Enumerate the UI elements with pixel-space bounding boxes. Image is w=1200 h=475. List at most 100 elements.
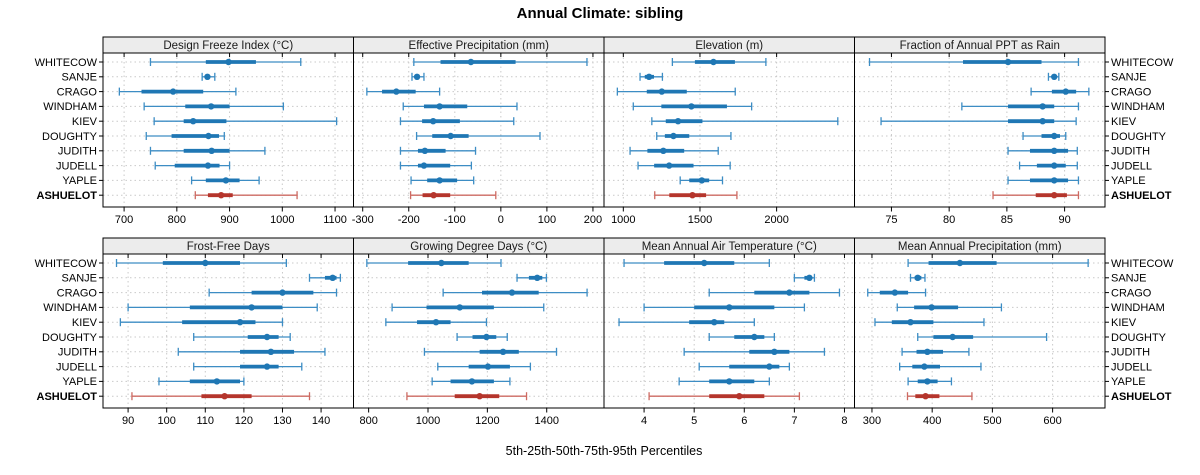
median-dot [202, 259, 209, 267]
median-dot [658, 88, 665, 95]
median-dot [208, 147, 215, 154]
median-dot [329, 274, 336, 281]
station-label-right: WHITECOW [1111, 57, 1174, 69]
panel-title: Elevation (m) [695, 40, 763, 52]
median-dot [279, 289, 286, 296]
median-dot [420, 162, 428, 169]
station-label-right: DOUGHTY [1111, 332, 1167, 344]
axis-tick-label: 1100 [323, 214, 347, 226]
median-dot [688, 103, 695, 110]
median-dot [432, 319, 440, 326]
station-label-right: JUDELL [1111, 160, 1152, 172]
station-label-right: WINDHAM [1111, 101, 1165, 113]
median-dot [786, 289, 793, 296]
median-dot [467, 58, 475, 66]
station-label-left: YAPLE [62, 175, 97, 187]
station-label-right: YAPLE [1111, 376, 1146, 388]
station-label-right: ASHUELOT [1111, 391, 1172, 403]
median-dot [921, 363, 928, 370]
axis-tick-label: 5 [691, 415, 697, 427]
axis-tick-label: 800 [168, 214, 186, 226]
panel-background [604, 254, 855, 408]
station-label-right: YAPLE [1111, 175, 1146, 187]
median-dot [726, 378, 733, 385]
axis-tick-label: 1200 [475, 415, 499, 427]
station-label-right: JUDITH [1111, 347, 1150, 359]
median-dot [204, 73, 211, 81]
median-dot [248, 304, 255, 311]
axis-tick-label: 0 [498, 214, 504, 226]
station-label-left: YAPLE [62, 376, 97, 388]
median-dot [674, 118, 682, 125]
median-dot [922, 393, 929, 400]
panel-title: Growing Degree Days (°C) [410, 241, 547, 253]
station-label-left: JUDITH [58, 146, 97, 158]
axis-tick-label: 100 [158, 415, 176, 427]
panel-background [353, 254, 604, 408]
station-label-left: KIEV [72, 317, 98, 329]
median-dot [1062, 88, 1069, 95]
median-dot [949, 333, 956, 341]
median-dot [771, 348, 778, 355]
panel-background [103, 53, 354, 207]
median-dot [1004, 58, 1012, 66]
median-dot [413, 73, 421, 81]
axis-tick-label: 1000 [270, 214, 294, 226]
median-dot [213, 378, 221, 385]
median-dot [660, 147, 667, 154]
axis-tick-label: 400 [923, 415, 941, 427]
station-label-right: KIEV [1111, 317, 1137, 329]
figure-title: Annual Climate: sibling [516, 5, 684, 22]
median-dot [263, 333, 271, 341]
panel-title: Mean Annual Precipitation (mm) [898, 241, 1062, 253]
axis-tick-label: 4 [641, 415, 647, 427]
median-dot [645, 73, 653, 81]
axis-tick-label: 300 [863, 415, 881, 427]
axis-tick-label: 130 [273, 415, 291, 427]
panel-background [103, 254, 354, 408]
median-dot [430, 192, 437, 199]
median-dot [263, 363, 271, 370]
median-dot [806, 274, 813, 281]
median-dot [665, 162, 673, 169]
station-label-left: DOUGHTY [42, 131, 98, 143]
median-dot [438, 259, 445, 267]
axis-tick-label: 1000 [416, 415, 440, 427]
panel-title: Design Freeze Index (°C) [163, 40, 293, 52]
station-label-left: DOUGHTY [42, 332, 98, 344]
median-dot [710, 58, 717, 66]
median-dot [447, 132, 454, 140]
panel-title: Effective Precipitation (mm) [409, 40, 550, 52]
station-label-right: CRAGO [1111, 86, 1152, 98]
axis-tick-label: 1000 [611, 214, 635, 226]
station-label-left: CRAGO [57, 287, 98, 299]
station-label-left: ASHUELOT [37, 391, 98, 403]
median-dot [207, 103, 215, 110]
median-dot [421, 147, 429, 154]
axis-tick-label: -100 [444, 214, 466, 226]
median-dot [711, 319, 718, 326]
axis-tick-label: 200 [584, 214, 602, 226]
median-dot [267, 348, 275, 355]
station-label-right: JUDITH [1111, 146, 1150, 158]
axis-tick-label: 700 [115, 214, 133, 226]
median-dot [766, 363, 773, 370]
median-dot [1051, 162, 1058, 169]
median-dot [1051, 147, 1058, 154]
median-dot [698, 177, 706, 184]
axis-tick-label: 900 [220, 214, 238, 226]
median-dot [225, 58, 232, 66]
median-dot [217, 192, 225, 199]
axis-tick-label: 75 [885, 214, 897, 226]
panel-background [604, 53, 855, 207]
median-dot [534, 274, 541, 281]
axis-tick-label: 120 [235, 415, 253, 427]
axis-tick-label: 85 [1001, 214, 1013, 226]
median-dot [924, 348, 931, 355]
median-dot [436, 177, 443, 184]
axis-tick-label: -200 [398, 214, 420, 226]
axis-tick-label: 90 [122, 415, 134, 427]
median-dot [1051, 192, 1058, 199]
median-dot [429, 118, 437, 125]
